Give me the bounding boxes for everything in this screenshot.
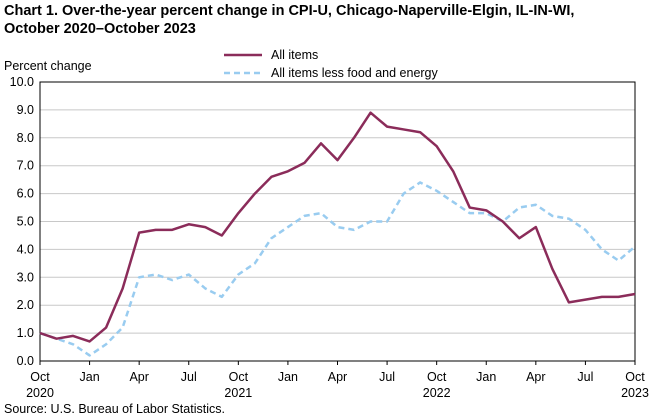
y-tick-label: 5.0 bbox=[17, 215, 34, 229]
x-tick-label: Oct bbox=[30, 370, 50, 384]
y-tick-label: 6.0 bbox=[17, 187, 34, 201]
x-tick-year-label: 2020 bbox=[26, 386, 54, 400]
x-tick-labels: Oct 2020 Jan Apr Jul Oct 2021 Jan Apr Jul Oct 2022 J… bbox=[26, 361, 649, 400]
x-tick-year-label: 2022 bbox=[423, 386, 451, 400]
x-tick-label: Apr bbox=[129, 370, 148, 384]
x-tick-label: Jul bbox=[379, 370, 395, 384]
y-tick-label: 8.0 bbox=[17, 131, 34, 145]
series-lines bbox=[39, 111, 636, 357]
chart-title-line1: Chart 1. Over-the-year percent change in… bbox=[4, 3, 575, 19]
gridlines bbox=[40, 109, 635, 334]
chart-title-line2: October 2020–October 2023 bbox=[4, 21, 196, 37]
x-tick-label: Apr bbox=[526, 370, 545, 384]
legend: All items All items less food and energy bbox=[224, 48, 439, 80]
x-tick-label: Oct bbox=[625, 370, 645, 384]
x-tick-label: Oct bbox=[427, 370, 447, 384]
chart-title: Chart 1. Over-the-year percent change in… bbox=[4, 2, 659, 38]
y-tick-label: 7.0 bbox=[17, 159, 34, 173]
y-tick-label: 1.0 bbox=[17, 326, 34, 340]
x-tick-label: Jul bbox=[181, 370, 197, 384]
y-tick-label: 3.0 bbox=[17, 270, 34, 284]
y-tick-label: 9.0 bbox=[17, 103, 34, 117]
x-tick-year-label: 2023 bbox=[621, 386, 649, 400]
x-tick-label: Jan bbox=[476, 370, 496, 384]
x-tick-label: Oct bbox=[229, 370, 249, 384]
plot-area-border bbox=[39, 81, 636, 362]
source-note: Source: U.S. Bureau of Labor Statistics. bbox=[4, 402, 225, 416]
y-tick-label: 4.0 bbox=[17, 242, 34, 256]
x-tick-label: Apr bbox=[328, 370, 347, 384]
y-tick-labels: 0.0 1.0 2.0 3.0 4.0 5.0 6.0 7.0 8.0 9.0 10.0 bbox=[10, 75, 34, 368]
y-tick-label: 0.0 bbox=[17, 354, 34, 368]
legend-label-core: All items less food and energy bbox=[271, 66, 439, 80]
y-tick-label: 2.0 bbox=[17, 298, 34, 312]
series-line-all-items bbox=[39, 111, 636, 343]
x-tick-year-label: 2021 bbox=[224, 386, 252, 400]
x-tick-label: Jan bbox=[80, 370, 100, 384]
y-axis-label: Percent change bbox=[4, 59, 92, 73]
series-line-core bbox=[39, 181, 636, 357]
legend-label-all-items: All items bbox=[271, 48, 318, 62]
y-tick-label: 10.0 bbox=[10, 75, 34, 89]
x-tick-label: Jan bbox=[278, 370, 298, 384]
x-tick-label: Jul bbox=[577, 370, 593, 384]
